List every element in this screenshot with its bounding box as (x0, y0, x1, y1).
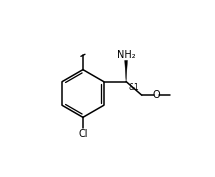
Text: &1: &1 (129, 83, 139, 92)
Text: O: O (153, 90, 161, 100)
Text: NH₂: NH₂ (117, 50, 135, 60)
Text: Cl: Cl (78, 129, 88, 139)
Polygon shape (125, 60, 127, 82)
